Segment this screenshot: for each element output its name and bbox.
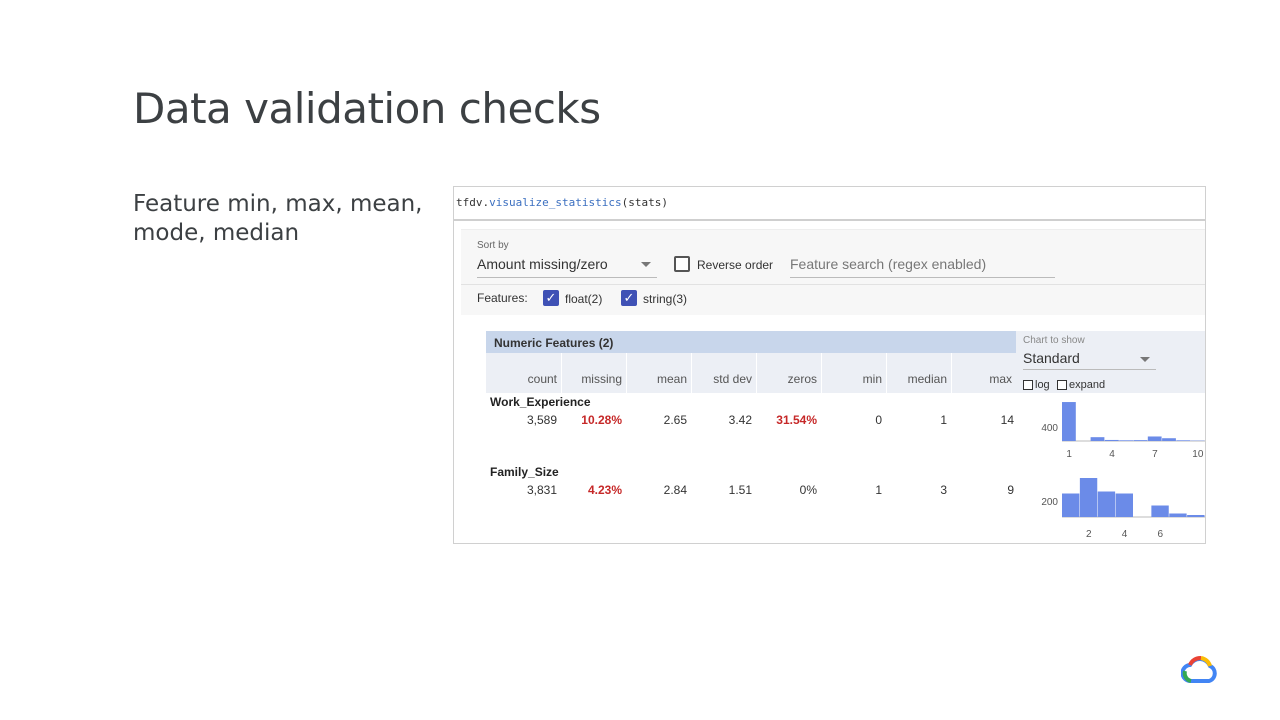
- sort-by-value: Amount missing/zero: [477, 256, 608, 272]
- sort-by-dropdown[interactable]: Amount missing/zero: [477, 256, 657, 278]
- slide-bullet-text: Feature min, max, mean, mode, median: [133, 191, 423, 246]
- cell-mean: 2.84: [663, 483, 687, 497]
- histogram-bar: [1079, 478, 1098, 517]
- feature-search-placeholder: Feature search (regex enabled): [790, 256, 987, 272]
- controls-bar: Sort by Amount missing/zero Reverse orde…: [461, 229, 1205, 315]
- column-divider: [561, 353, 562, 393]
- code-separator: [454, 219, 1205, 221]
- cell-zeros: 0%: [799, 483, 817, 497]
- reverse-order-label: Reverse order: [697, 258, 774, 272]
- cell-max: 14: [1000, 413, 1014, 427]
- histogram-bar: [1147, 436, 1162, 441]
- cell-count: 3,831: [526, 483, 557, 497]
- log-checkbox[interactable]: [1023, 380, 1033, 390]
- code-function: visualize_statistics: [489, 196, 622, 209]
- feature-name: Work_Experience: [490, 395, 591, 409]
- x-tick-label: 7: [1152, 449, 1158, 460]
- slide-title: Data validation checks: [133, 84, 601, 133]
- histogram-bar: [1133, 440, 1148, 441]
- string-checkbox[interactable]: ✓: [621, 290, 637, 306]
- chevron-down-icon: [641, 262, 651, 267]
- float-checkbox[interactable]: ✓: [543, 290, 559, 306]
- cell-max: 9: [1007, 483, 1014, 497]
- x-tick-label: 4: [1122, 529, 1128, 540]
- family-size-histogram: 200 2 4 6: [1041, 478, 1205, 540]
- numeric-features-table: Numeric Features (2) count missing mean …: [454, 317, 1205, 543]
- column-divider: [951, 353, 952, 393]
- histogram-bar: [1162, 438, 1176, 441]
- cell-count: 3,589: [526, 413, 557, 427]
- column-header-count[interactable]: count: [527, 372, 557, 386]
- histogram-bar: [1062, 493, 1080, 517]
- feature-search-input[interactable]: Feature search (regex enabled): [790, 256, 1055, 278]
- cell-median: 1: [940, 413, 947, 427]
- cell-zeros: 31.54%: [776, 413, 817, 427]
- column-divider: [886, 353, 887, 393]
- histogram-bar: [1115, 493, 1133, 517]
- check-icon: ✓: [545, 290, 557, 305]
- check-icon: ✓: [623, 290, 635, 305]
- code-cell[interactable]: tfdv.visualize_statistics(stats): [456, 196, 668, 209]
- column-header-max[interactable]: max: [989, 372, 1012, 386]
- facets-panel: tfdv.visualize_statistics(stats) Sort by…: [453, 186, 1206, 544]
- histogram-bar: [1176, 440, 1191, 441]
- x-tick-label: 6: [1158, 529, 1164, 540]
- log-label: log: [1035, 379, 1050, 391]
- column-header-mean[interactable]: mean: [656, 372, 687, 386]
- x-tick-label: 10: [1192, 449, 1204, 460]
- cell-std-dev: 1.51: [728, 483, 752, 497]
- histogram-bar: [1062, 402, 1076, 441]
- cell-mean: 2.65: [663, 413, 687, 427]
- features-label: Features:: [477, 291, 528, 305]
- column-divider: [756, 353, 757, 393]
- cell-min: 0: [875, 413, 882, 427]
- chart-to-show-label: Chart to show: [1023, 335, 1085, 346]
- expand-label: expand: [1069, 379, 1106, 391]
- column-divider: [626, 353, 627, 393]
- histogram-bar: [1169, 513, 1187, 517]
- table-title: Numeric Features (2): [494, 336, 614, 350]
- histogram-bar: [1187, 515, 1205, 517]
- column-header-min[interactable]: min: [862, 372, 882, 386]
- y-tick-label: 400: [1041, 423, 1058, 434]
- sort-by-label: Sort by: [477, 240, 509, 251]
- column-divider: [821, 353, 822, 393]
- histogram-bar: [1097, 491, 1116, 517]
- column-header-median[interactable]: median: [907, 372, 947, 386]
- histogram-bar: [1151, 505, 1169, 517]
- histogram-bar: [1119, 440, 1133, 441]
- column-header-std-dev[interactable]: std dev: [713, 372, 752, 386]
- chart-to-show-dropdown[interactable]: Standard: [1023, 350, 1156, 370]
- cell-std-dev: 3.42: [728, 413, 752, 427]
- string-label: string(3): [643, 292, 688, 306]
- float-label: float(2): [565, 292, 603, 306]
- code-args: (stats): [621, 196, 668, 209]
- work-experience-histogram: 400 1 4 7 10: [1041, 402, 1205, 460]
- code-prefix: tfdv.: [456, 196, 490, 209]
- column-divider: [691, 353, 692, 393]
- cell-missing: 4.23%: [587, 483, 622, 497]
- google-cloud-logo: [1181, 656, 1217, 683]
- expand-checkbox[interactable]: [1057, 380, 1067, 390]
- chart-to-show-value: Standard: [1023, 350, 1080, 366]
- chart-options-panel: [1016, 331, 1205, 393]
- controls-divider: [461, 284, 1205, 285]
- table-title-bar: [486, 331, 1016, 353]
- reverse-order-checkbox[interactable]: [674, 256, 690, 272]
- cell-median: 3: [940, 483, 947, 497]
- feature-name: Family_Size: [490, 465, 559, 479]
- column-header-missing[interactable]: missing: [581, 372, 622, 386]
- x-tick-label: 1: [1066, 449, 1072, 460]
- histogram-bar: [1090, 437, 1105, 441]
- chevron-down-icon: [1140, 357, 1150, 362]
- x-tick-label: 4: [1109, 449, 1115, 460]
- cell-missing: 10.28%: [581, 413, 622, 427]
- y-tick-label: 200: [1041, 497, 1058, 508]
- x-tick-label: 2: [1086, 529, 1092, 540]
- histogram-bar: [1104, 439, 1119, 441]
- cell-min: 1: [875, 483, 882, 497]
- column-header-zeros[interactable]: zeros: [787, 372, 817, 386]
